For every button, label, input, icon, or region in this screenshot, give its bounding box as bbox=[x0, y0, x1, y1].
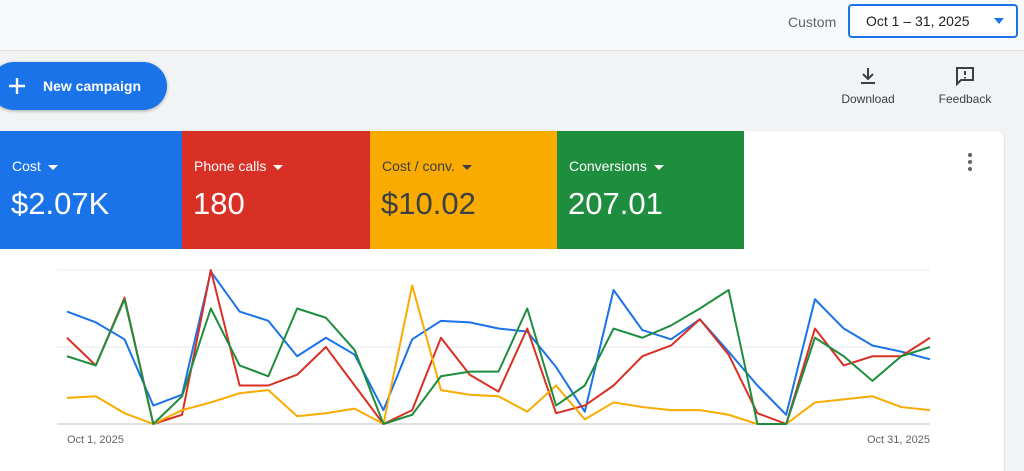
more-menu[interactable] bbox=[962, 152, 978, 172]
metric-name: Cost / conv. bbox=[382, 158, 472, 174]
new-campaign-button[interactable]: New campaign bbox=[0, 62, 167, 110]
metric-value: $10.02 bbox=[381, 186, 476, 221]
metric-name: Conversions bbox=[569, 158, 664, 174]
metric-dropdown bbox=[47, 164, 58, 170]
metric-dropdown bbox=[273, 164, 284, 170]
scorecard[interactable]: Conversions 207.01 bbox=[557, 131, 744, 249]
metric-dropdown bbox=[461, 164, 472, 170]
download-button[interactable]: Download bbox=[832, 66, 904, 106]
new-campaign-label: New campaign bbox=[43, 78, 142, 94]
feedback-button[interactable]: Feedback bbox=[930, 66, 1000, 106]
scorecard[interactable]: Cost $2.07K bbox=[0, 131, 182, 249]
feedback-icon bbox=[956, 67, 974, 87]
plus-icon bbox=[9, 78, 25, 94]
metric-dropdown bbox=[653, 164, 664, 170]
x-tick-label: Oct 31, 2025 bbox=[867, 434, 930, 446]
scorecard[interactable]: Cost / conv. $10.02 bbox=[370, 131, 557, 249]
download-label: Download bbox=[841, 92, 895, 106]
metric-value: 180 bbox=[193, 186, 245, 221]
scorecard[interactable]: Phone calls 180 bbox=[182, 131, 370, 249]
date-range-picker[interactable]: Oct 1 – 31, 2025 bbox=[848, 4, 1018, 38]
metric-value: $2.07K bbox=[11, 186, 110, 221]
range-label: Custom bbox=[788, 14, 837, 30]
series-line bbox=[66, 289, 931, 425]
feedback-label: Feedback bbox=[938, 92, 992, 106]
chart: Oct 1, 2025 Oct 31, 2025 bbox=[57, 269, 931, 446]
dropdown-arrow bbox=[994, 18, 1004, 24]
x-tick-label: Oct 1, 2025 bbox=[67, 434, 124, 446]
date-range: Oct 1 – 31, 2025 bbox=[866, 13, 970, 29]
metric-name: Cost bbox=[12, 158, 58, 174]
metric-value: 207.01 bbox=[568, 186, 663, 221]
metric-name: Phone calls bbox=[194, 158, 284, 174]
download-icon bbox=[861, 68, 875, 84]
